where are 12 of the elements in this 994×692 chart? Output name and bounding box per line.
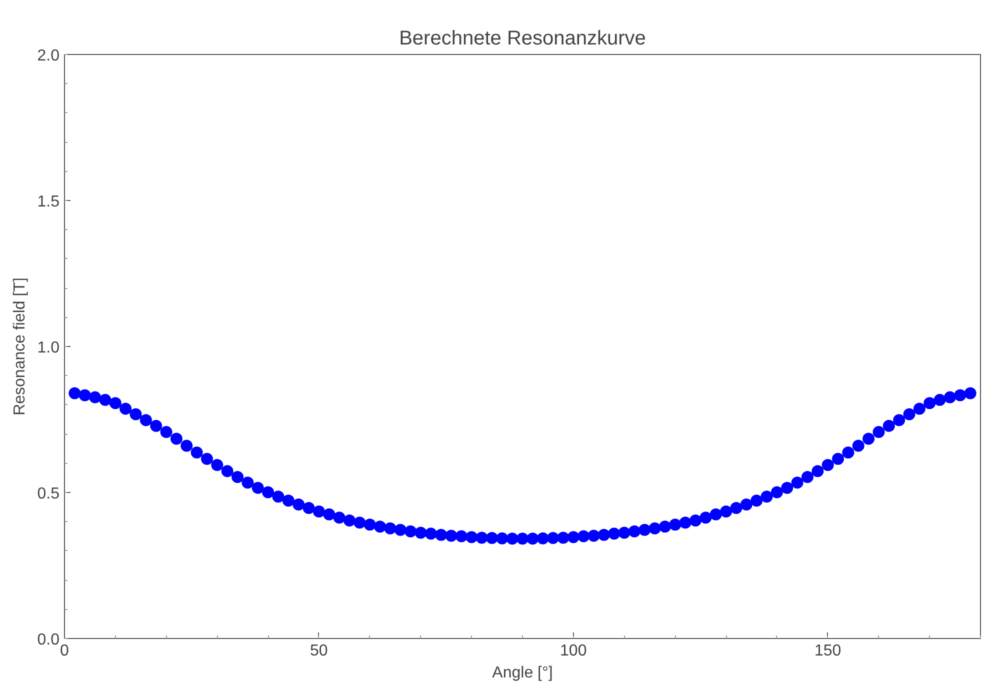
x-tick-label: 100: [560, 642, 587, 660]
y-axis-title: Resonance field [T]: [11, 278, 28, 416]
chart-title: Berechnete Resonanzkurve: [399, 28, 646, 50]
x-tick-label: 150: [814, 642, 842, 660]
y-tick-label: 0.5: [37, 486, 60, 502]
y-tick-label: 1.0: [37, 340, 60, 356]
x-tick-label: 0: [60, 642, 70, 660]
y-tick-label: 0.0: [37, 632, 60, 648]
x-axis-title: Angle [°]: [492, 664, 553, 682]
x-tick-label: 50: [310, 642, 328, 660]
y-tick-label: 2.0: [37, 48, 60, 64]
y-tick-label: 1.5: [37, 194, 60, 210]
